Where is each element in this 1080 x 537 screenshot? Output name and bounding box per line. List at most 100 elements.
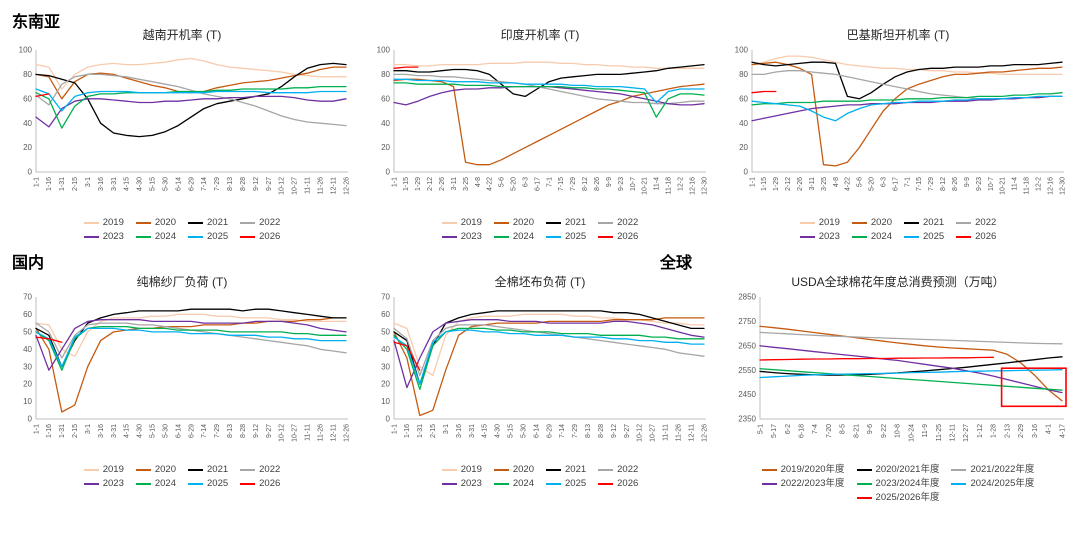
x-axis-label: 4-30 (495, 424, 502, 438)
section-title-southeast-asia: 东南亚 (12, 14, 61, 31)
x-axis-label: 3-16 (98, 177, 105, 191)
x-axis-label: 6-14 (175, 177, 182, 191)
x-axis-label: 11-26 (317, 177, 324, 194)
x-axis-label: 2-15 (430, 424, 437, 438)
legend-swatch (441, 483, 457, 485)
y-axis-label: 100 (19, 46, 33, 55)
legend-item: 2026 (956, 231, 996, 243)
line-chart-usda-forecast: 2350 2450 2550 2650 2750 2850 5-1 5-17 6-2 6-18 7-… (738, 293, 1067, 442)
x-axis-label: 8-26 (594, 177, 601, 191)
highlight-box (1000, 367, 1067, 408)
legend-item: 2025/2026年度 (856, 492, 939, 504)
x-axis-label: 12-11 (949, 424, 956, 441)
x-axis-label: 9-12 (611, 424, 618, 438)
x-axis-label: 8-13 (227, 424, 234, 438)
legend-label: 2020 (154, 217, 176, 228)
legend-swatch (951, 483, 967, 485)
x-axis-label: 1-1 (749, 177, 756, 187)
legend-swatch (546, 469, 561, 471)
legend-label: 2019/2020年度 (780, 464, 845, 475)
legend-swatch (188, 483, 203, 485)
x-axis-label: 9-12 (253, 424, 260, 438)
legend-swatch (441, 236, 457, 238)
x-axis-label: 10-24 (908, 424, 915, 442)
x-axis-label: 7-29 (214, 177, 221, 191)
legend-swatch (135, 236, 151, 238)
x-axis-label: 1-12 (977, 424, 984, 438)
x-axis-label: 3-16 (456, 424, 463, 438)
series-line-2019/2020年度 (759, 325, 1063, 402)
chart-title: 巴基斯坦开机率 (T) (846, 28, 950, 42)
y-axis-label: 100 (377, 46, 391, 55)
series-line-2019 (751, 55, 1063, 76)
x-axis-label: 1-1 (391, 177, 398, 187)
chart-legend: 2019 2020 2021 2022 2023 2024 2025 2026 (67, 217, 297, 245)
legend-item: 2022 (956, 217, 996, 229)
x-axis-label: 7-29 (214, 424, 221, 438)
x-axis-label: 3-16 (98, 424, 105, 438)
x-axis-label: 6-3 (880, 177, 887, 187)
line-chart-fabric-load: 0 10 20 30 40 50 60 70 1-1 1-16 1-31 2-15 3-1 3-16 3-3… (381, 293, 708, 442)
legend-swatch (83, 483, 99, 485)
x-axis-label: 8-28 (240, 177, 247, 191)
chart-cell-vietnam-operating-rate: 越南开机率 (T) 0 20 40 60 80 100 1-1 1-16 1-31 2-15 3-1… (6, 26, 358, 245)
series-line-2026 (35, 93, 50, 98)
legend-swatch (135, 483, 151, 485)
x-axis-label: 3-1 (443, 424, 450, 434)
x-axis-label: 9-27 (266, 177, 273, 191)
legend-label: 2019 (460, 464, 482, 475)
chart-legend: 2019 2020 2021 2022 2023 2024 2025 2026 (425, 464, 655, 492)
series-line-2023 (751, 95, 1063, 122)
x-axis-label: 6-2 (785, 424, 792, 434)
y-axis-label: 30 (381, 362, 390, 371)
series-line-2024 (751, 92, 1063, 106)
legend-item: 2019 (441, 217, 482, 229)
legend-swatch (598, 483, 614, 485)
series-line-2024 (393, 327, 705, 391)
legend-item: 2021 (188, 464, 228, 476)
chart-title: 越南开机率 (T) (142, 28, 222, 42)
x-axis-label: 9-12 (253, 177, 260, 191)
legend-label: 2022/2023年度 (780, 478, 845, 489)
legend-item: 2019 (441, 464, 482, 476)
legend-item: 2022 (240, 217, 280, 229)
legend-label: 2024 (154, 231, 176, 242)
y-axis-label: 2750 (738, 317, 756, 326)
chart-cell-grey-fabric-load: 全棉坯布负荷 (T) 0 10 20 30 40 50 60 70 1-1 1-16 1-31 2-1… (364, 273, 716, 506)
x-axis-label: 7-29 (928, 177, 935, 191)
x-axis-label: 3-1 (85, 177, 92, 187)
x-axis-label: 8-5 (840, 424, 847, 434)
y-axis-label: 60 (381, 94, 390, 103)
chart-cell-cotton-yarn-mill-load: 纯棉纱厂负荷 (T) 0 10 20 30 40 50 60 70 1-1 1-16 1-31 2-1… (6, 273, 358, 506)
legend-label: 2021 (923, 217, 945, 228)
legend-swatch (856, 483, 872, 485)
chart-legend: 2019 2020 2021 2022 2023 2024 2025 2026 (425, 217, 655, 245)
x-axis-label: 10-27 (292, 177, 299, 195)
legend-swatch (904, 236, 919, 238)
y-axis-label: 50 (23, 327, 32, 336)
chart-cell-pakistan-operating-rate: 巴基斯坦开机率 (T) 0 20 40 60 80 100 1-1 1-15 1-29 2-12 2… (722, 26, 1074, 245)
y-axis-label: 60 (23, 94, 32, 103)
x-axis-label: 2-12 (785, 177, 792, 191)
x-axis-label: 12-16 (1047, 177, 1054, 195)
series-line-2025 (35, 327, 347, 368)
chart-legend: 2019 2020 2021 2022 2023 2024 2025 2026 (783, 217, 1013, 245)
legend-item: 2024/2025年度 (951, 478, 1034, 490)
x-axis-label: 3-11 (809, 177, 816, 191)
legend-swatch (851, 236, 867, 238)
legend-label: 2020 (154, 464, 176, 475)
chart-row-bottom: 纯棉纱厂负荷 (T) 0 10 20 30 40 50 60 70 1-1 1-16 1-31 2-1… (0, 273, 1080, 506)
legend-label: 2026 (259, 478, 281, 489)
legend-label: 2021 (565, 464, 587, 475)
y-axis-label: 40 (23, 345, 32, 354)
x-axis-label: 7-15 (916, 177, 923, 191)
legend-label: 2026 (617, 231, 639, 242)
x-axis-label: 12-11 (330, 424, 337, 441)
x-axis-label: 5-20 (869, 177, 876, 191)
legend-item: 2023 (83, 231, 124, 243)
y-axis-label: 20 (739, 143, 748, 152)
series-line-2022 (393, 73, 705, 105)
legend-item: 2023 (799, 231, 840, 243)
section-title-domestic: 国内 (12, 255, 45, 272)
